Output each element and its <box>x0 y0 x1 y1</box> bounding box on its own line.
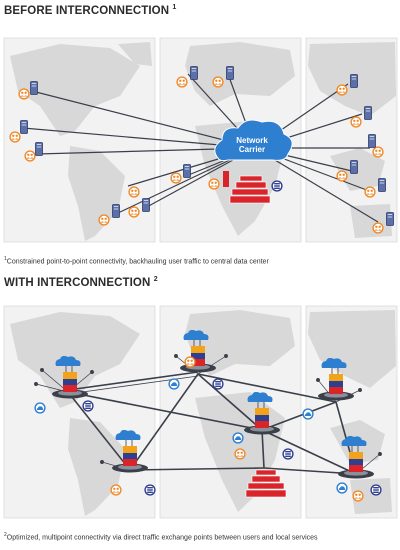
before-footnote-text: Constrained point-to-point connectivity,… <box>6 258 269 266</box>
before-title: BEFORE INTERCONNECTION 1 <box>4 4 176 17</box>
cloud-service-icon <box>232 432 244 444</box>
before-title-marker: 1 <box>172 4 177 11</box>
after-title: WITH INTERCONNECTION 2 <box>4 276 158 289</box>
user-group-icon <box>336 170 348 182</box>
storage-icon <box>82 400 94 412</box>
user-group-icon <box>128 186 140 198</box>
cloud-service-icon <box>168 378 180 390</box>
map-panel-asia-pacific <box>305 305 398 519</box>
user-group-icon <box>110 484 122 496</box>
server-device-icon <box>386 212 394 226</box>
user-group-icon <box>98 214 110 226</box>
carrier-label-line2: Carrier <box>239 145 265 154</box>
user-group-icon <box>208 178 220 190</box>
map-panel-americas <box>3 37 156 243</box>
after-footnote-marker: 2 <box>4 532 7 538</box>
server-device-icon <box>226 66 234 80</box>
user-group-icon <box>184 356 196 368</box>
server-device-icon <box>364 106 372 120</box>
storage-icon <box>271 180 283 192</box>
storage-icon <box>282 448 294 460</box>
server-device-icon <box>368 134 376 148</box>
user-group-icon <box>128 206 140 218</box>
carrier-label-line1: Network <box>236 136 268 145</box>
user-group-icon <box>372 222 384 234</box>
storage-icon <box>144 484 156 496</box>
user-group-icon <box>176 76 188 88</box>
before-title-text: BEFORE INTERCONNECTION <box>4 4 170 17</box>
server-device-icon <box>35 142 43 156</box>
user-group-icon <box>24 150 36 162</box>
user-group-icon <box>352 490 364 502</box>
server-device-icon <box>350 160 358 174</box>
server-device-icon <box>112 204 120 218</box>
after-title-text: WITH INTERCONNECTION <box>4 276 151 289</box>
server-device-icon <box>350 74 358 88</box>
user-group-icon <box>350 116 362 128</box>
user-group-icon <box>9 131 21 143</box>
cloud-service-icon <box>34 402 46 414</box>
server-device-icon <box>20 120 28 134</box>
after-diagram <box>3 305 398 519</box>
user-group-icon <box>364 186 376 198</box>
user-group-icon <box>234 448 246 460</box>
user-group-icon <box>336 84 348 96</box>
data-center-icon <box>223 171 271 204</box>
network-carrier-cloud-icon: Network Carrier <box>214 119 293 162</box>
server-device-icon <box>183 164 191 178</box>
cloud-service-icon <box>336 482 348 494</box>
storage-icon <box>370 484 382 496</box>
server-device-icon <box>142 198 150 212</box>
data-center-icon <box>245 469 287 498</box>
before-diagram: Network Carrier <box>3 37 398 243</box>
user-group-icon <box>170 172 182 184</box>
after-title-marker: 2 <box>153 276 158 283</box>
server-device-icon <box>190 66 198 80</box>
before-footnote: 1Constrained point-to-point connectivity… <box>4 256 269 265</box>
cloud-service-icon <box>302 408 314 420</box>
before-footnote-marker: 1 <box>4 256 7 262</box>
server-device-icon <box>30 81 38 95</box>
map-panel-americas <box>3 305 156 519</box>
map-panel-asia-pacific <box>305 37 398 243</box>
user-group-icon <box>212 76 224 88</box>
server-device-icon <box>378 178 386 192</box>
user-group-icon <box>18 88 30 100</box>
user-group-icon <box>372 146 384 158</box>
storage-icon <box>212 378 224 390</box>
after-footnote: 2Optimized, multipoint connectivity via … <box>4 532 318 541</box>
after-footnote-text: Optimized, multipoint connectivity via d… <box>6 534 318 542</box>
